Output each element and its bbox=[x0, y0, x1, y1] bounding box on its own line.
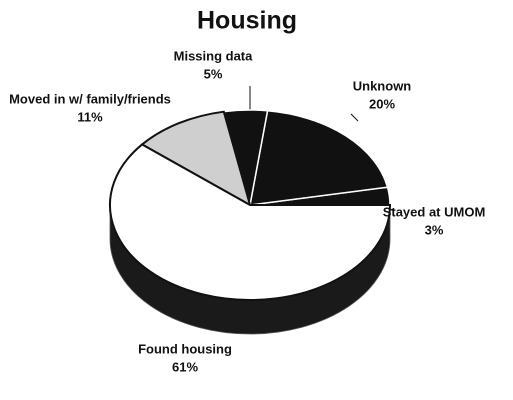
leader-line bbox=[350, 113, 359, 122]
slice bbox=[249, 109, 389, 206]
slice-value-label: 3% bbox=[425, 222, 444, 237]
slice-label: Missing data bbox=[174, 48, 254, 63]
slice-label: Found housing bbox=[138, 341, 232, 356]
slice-value-label: 61% bbox=[172, 359, 198, 374]
slice-value-label: 11% bbox=[77, 109, 103, 124]
labels: Stayed at UMOM 3% Unknown 20% Missing data 5%… bbox=[9, 48, 485, 374]
slice-label: Stayed at UMOM bbox=[383, 204, 486, 219]
chart-title: Housing bbox=[197, 7, 297, 35]
slice-value-label: 20% bbox=[369, 96, 395, 111]
slice-label: Moved in w/ family/friends bbox=[9, 91, 171, 106]
slice bbox=[109, 143, 392, 301]
pie bbox=[109, 109, 392, 335]
slice-value-label: 5% bbox=[204, 66, 223, 81]
slice-label: Unknown bbox=[353, 78, 412, 93]
slice bbox=[140, 110, 252, 208]
